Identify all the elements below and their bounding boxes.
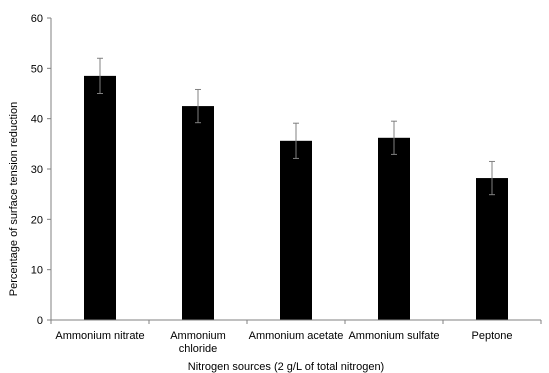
bar bbox=[476, 178, 508, 320]
x-tick-label: Peptone bbox=[472, 330, 513, 342]
y-axis: 0 10 20 30 40 50 60 bbox=[31, 13, 52, 327]
y-tick-label: 60 bbox=[31, 13, 43, 25]
x-tick-label: Ammonium sulfate bbox=[348, 330, 439, 342]
y-tick-label: 40 bbox=[31, 114, 43, 126]
x-tick-label: chloride bbox=[179, 343, 218, 355]
y-tick-label: 30 bbox=[31, 164, 43, 176]
bar bbox=[84, 75, 116, 320]
y-tick-label: 50 bbox=[31, 63, 43, 75]
y-tick-label: 10 bbox=[31, 265, 43, 277]
x-tick-label: Ammonium nitrate bbox=[55, 330, 144, 342]
bar bbox=[280, 140, 312, 320]
x-tick-label: Ammonium acetate bbox=[249, 330, 344, 342]
bar bbox=[378, 137, 410, 320]
y-tick-label: 0 bbox=[37, 315, 43, 327]
y-tick-label: 20 bbox=[31, 214, 43, 226]
x-tick-label: Ammonium bbox=[170, 330, 226, 342]
y-axis-title: Percentage of surface tension reduction bbox=[8, 102, 20, 296]
bars bbox=[84, 75, 508, 320]
error-bars bbox=[97, 57, 495, 196]
x-axis-title: Nitrogen sources (2 g/L of total nitroge… bbox=[188, 361, 384, 373]
bar bbox=[182, 106, 214, 320]
